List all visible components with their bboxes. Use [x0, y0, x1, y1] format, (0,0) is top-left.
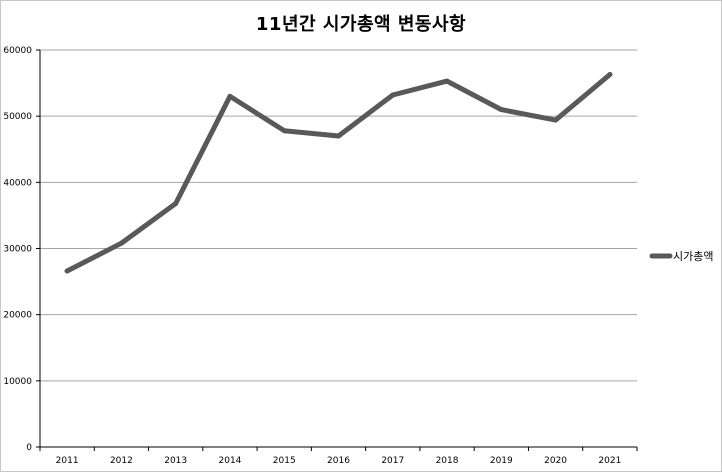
data-point-2021 [607, 71, 613, 77]
series-line-0 [64, 72, 613, 274]
x-tick-label-2021: 2021 [598, 456, 621, 466]
y-tick-label-0: 0 [26, 443, 32, 453]
x-tick-label-2012: 2012 [110, 456, 133, 466]
y-tick-label-30000: 30000 [3, 245, 32, 255]
x-tick-label-2017: 2017 [381, 456, 404, 466]
data-point-2017 [390, 92, 396, 98]
y-tick-label-50000: 50000 [3, 112, 32, 122]
x-tick-label-2011: 2011 [56, 456, 79, 466]
data-point-2015 [281, 128, 287, 134]
x-tick-label-2016: 2016 [327, 456, 350, 466]
y-tick-label-60000: 60000 [3, 46, 32, 56]
legend-label: 시가총액 [673, 250, 713, 263]
data-point-2011 [64, 268, 70, 274]
data-point-2012 [118, 240, 124, 246]
data-point-2014 [227, 93, 233, 99]
data-point-2018 [444, 78, 450, 84]
chart-title: 11년간 시가총액 변동사항 [255, 14, 467, 35]
data-point-2016 [336, 133, 341, 139]
y-tick-label-10000: 10000 [3, 377, 32, 387]
x-tick-label-2014: 2014 [219, 456, 242, 466]
x-tick-label-2018: 2018 [436, 456, 459, 466]
y-tick-label-20000: 20000 [3, 311, 32, 321]
data-point-2019 [498, 107, 504, 113]
data-point-2013 [173, 201, 179, 207]
x-tick-label-2013: 2013 [164, 456, 187, 466]
x-tick-label-2019: 2019 [490, 456, 513, 466]
x-tick-label-2020: 2020 [544, 456, 567, 466]
y-tick-label-40000: 40000 [3, 178, 32, 188]
data-point-2020 [553, 117, 559, 123]
x-tick-label-2015: 2015 [273, 456, 296, 466]
